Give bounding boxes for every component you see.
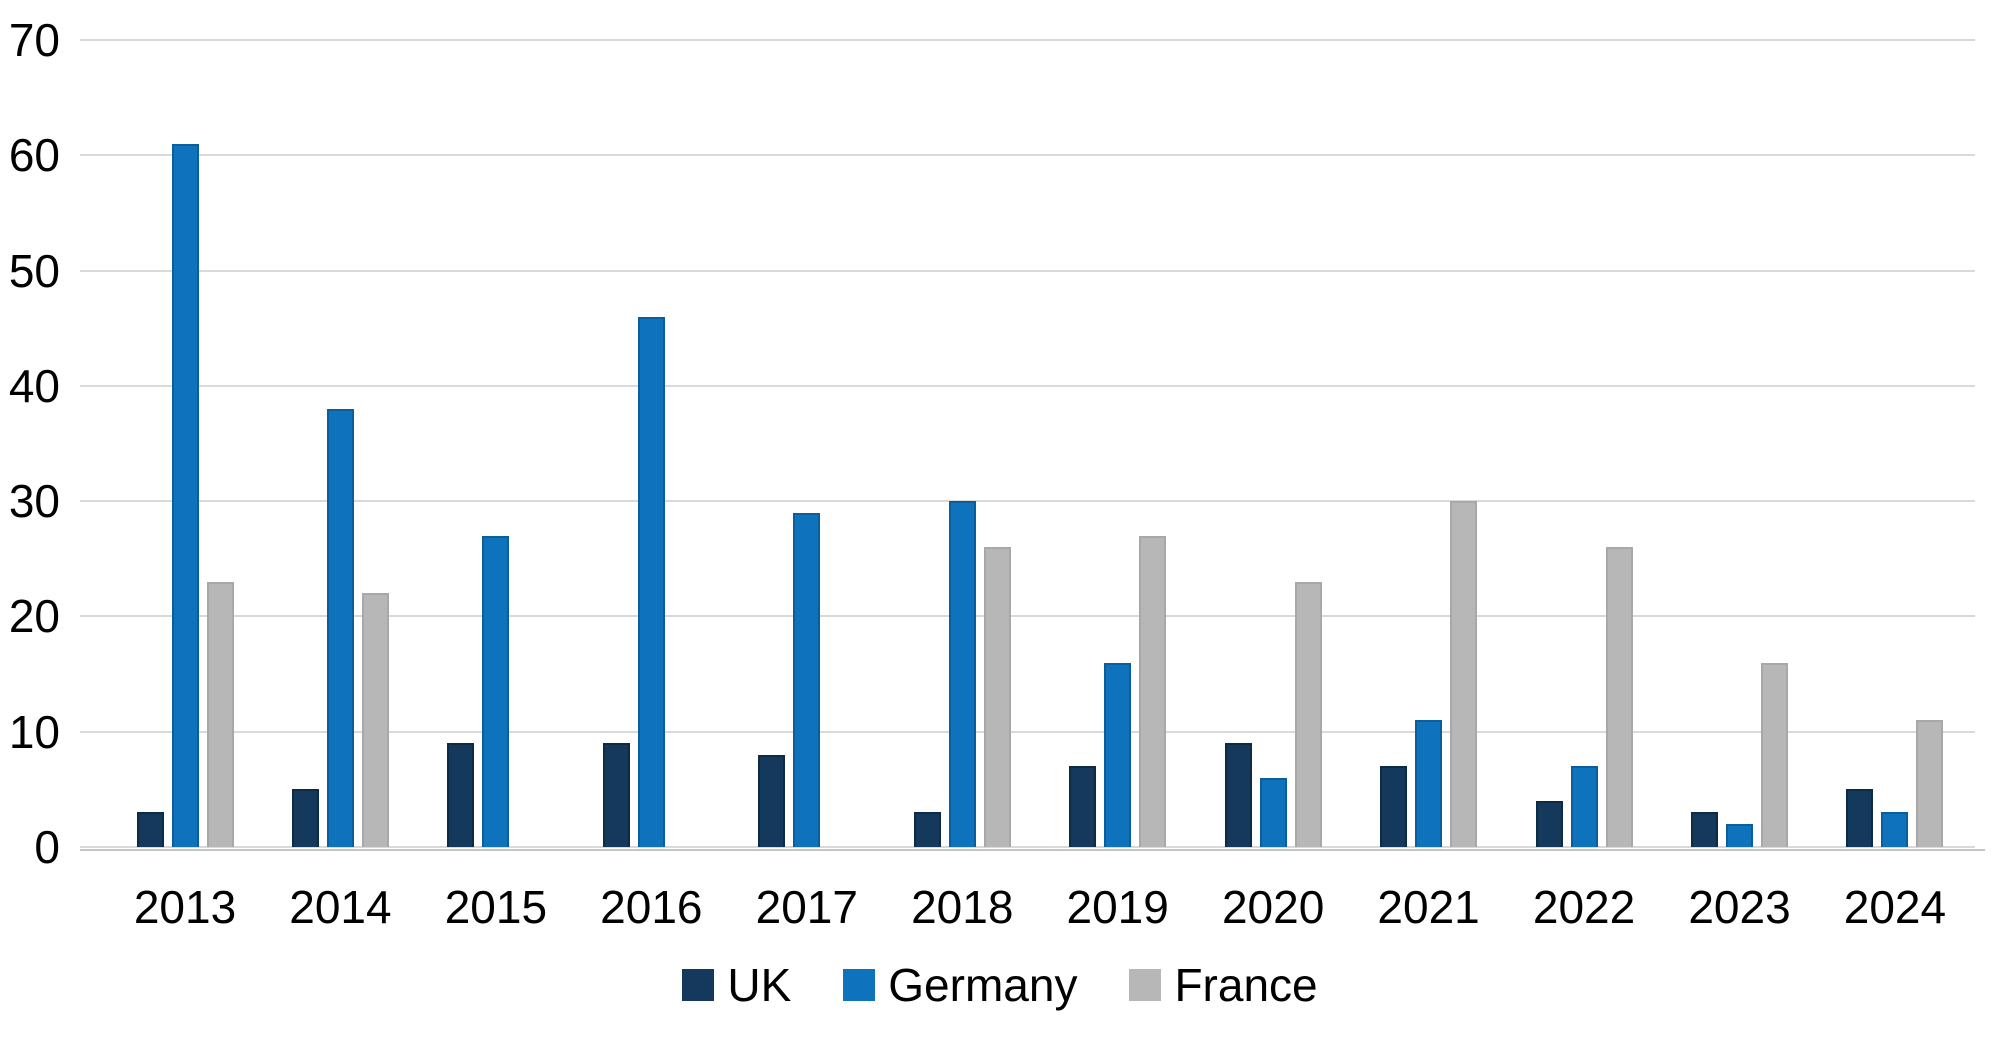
bar-uk-2014 <box>291 789 319 847</box>
bar-uk-2022 <box>1535 800 1563 847</box>
y-tick-label-0: 0 <box>34 821 60 873</box>
bar-uk-2024 <box>1846 789 1874 847</box>
bar-france-2020 <box>1294 581 1322 847</box>
bar-france-2014 <box>361 593 389 847</box>
x-axis-line <box>80 849 1985 851</box>
gridline-70 <box>80 39 1975 41</box>
y-tick-label-40: 40 <box>8 359 60 412</box>
x-tick-label-2020: 2020 <box>1221 881 1325 933</box>
legend-label-france: France <box>1174 959 1318 1011</box>
x-tick-label-2016: 2016 <box>600 881 703 933</box>
x-tick-label-2023: 2023 <box>1688 881 1791 933</box>
gridline-60 <box>80 154 1975 157</box>
legend-swatch-uk <box>682 969 715 1001</box>
y-tick-label-60: 60 <box>8 129 60 182</box>
bar-uk-2015 <box>447 743 475 847</box>
y-tick-label-70: 70 <box>8 14 60 66</box>
bar-uk-2013 <box>136 812 164 847</box>
gridline-40 <box>80 384 1975 387</box>
bar-germany-2021 <box>1415 720 1443 847</box>
gridline-50 <box>80 269 1975 272</box>
gridline-10 <box>80 730 1975 733</box>
bar-uk-2021 <box>1380 766 1408 847</box>
bar-uk-2016 <box>602 743 630 847</box>
legend-label-uk: UK <box>727 959 792 1011</box>
legend-swatch-france <box>1129 969 1162 1001</box>
x-tick-label-2015: 2015 <box>444 881 548 933</box>
x-tick-label-2018: 2018 <box>911 881 1014 933</box>
bar-germany-2023 <box>1726 823 1753 847</box>
x-tick-label-2024: 2024 <box>1843 881 1947 933</box>
y-tick-label-20: 20 <box>8 590 60 643</box>
bar-germany-2013 <box>171 143 199 847</box>
bar-germany-2020 <box>1259 777 1287 847</box>
gridline-30 <box>80 500 1975 503</box>
y-tick-label-10: 10 <box>8 705 60 758</box>
bar-germany-2018 <box>948 501 976 847</box>
bar-france-2021 <box>1450 501 1478 847</box>
bar-germany-2024 <box>1881 812 1909 847</box>
x-tick-label-2022: 2022 <box>1532 881 1636 933</box>
legend: UK Germany France <box>0 958 2000 1012</box>
legend-item-uk: UK <box>682 960 791 1010</box>
x-tick-label-2013: 2013 <box>133 881 237 933</box>
bar-uk-2020 <box>1224 743 1252 847</box>
bar-france-2023 <box>1761 662 1788 847</box>
bar-germany-2014 <box>326 408 354 847</box>
bar-uk-2017 <box>758 754 786 847</box>
bar-germany-2022 <box>1570 766 1598 847</box>
bar-france-2013 <box>206 581 234 847</box>
legend-label-germany: Germany <box>888 959 1078 1011</box>
x-tick-label-2014: 2014 <box>289 881 392 933</box>
y-tick-label-30: 30 <box>8 475 60 528</box>
gridline-0 <box>80 846 1975 848</box>
y-tick-label-50: 50 <box>8 244 60 297</box>
bar-germany-2019 <box>1104 662 1132 847</box>
bar-germany-2016 <box>637 316 665 847</box>
legend-swatch-germany <box>843 969 876 1001</box>
bar-france-2024 <box>1916 720 1944 847</box>
bar-france-2019 <box>1139 535 1167 847</box>
bar-germany-2017 <box>793 512 821 847</box>
legend-item-germany: Germany <box>843 960 1077 1010</box>
bar-uk-2023 <box>1691 812 1718 847</box>
x-tick-label-2017: 2017 <box>755 881 858 933</box>
bar-uk-2018 <box>913 812 941 847</box>
bar-germany-2015 <box>482 535 510 847</box>
legend-item-france: France <box>1129 959 1318 1011</box>
bar-france-2022 <box>1605 547 1633 847</box>
bar-uk-2019 <box>1069 766 1097 847</box>
x-tick-label-2021: 2021 <box>1377 881 1480 933</box>
gridline-20 <box>80 615 1975 618</box>
bar-france-2018 <box>983 547 1011 847</box>
x-tick-label-2019: 2019 <box>1066 881 1169 933</box>
